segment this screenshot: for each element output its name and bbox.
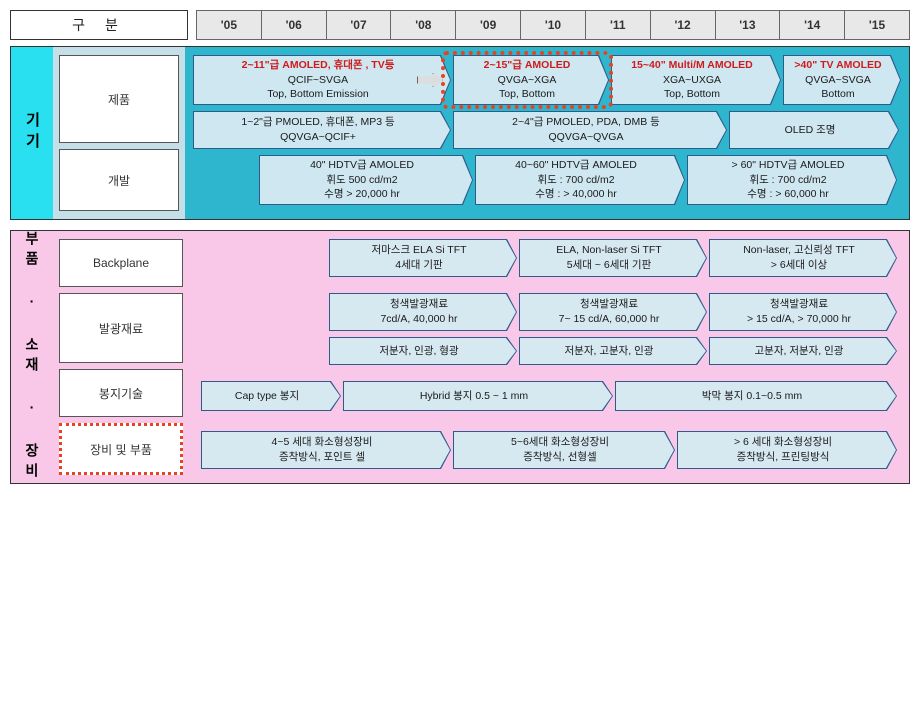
sub-box-product: 제품 — [59, 55, 179, 143]
roadmap-stage: 고분자, 저분자, 인광 — [709, 337, 897, 365]
roadmap-stage: 박막 봉지 0.1~0.5 mm — [615, 381, 897, 411]
giji-row3: 40" HDTV급 AMOLED휘도 500 cd/m2수명 > 20,000 … — [193, 155, 903, 205]
parts-row-equip: 4~5 세대 화소형성장비증착방식, 포인트 셀5~6세대 화소형성장비증착방식… — [197, 431, 903, 469]
parts-row-emit2: 저분자, 인광, 형광저분자, 고분자, 인광고분자, 저분자, 인광 — [197, 337, 903, 365]
roadmap-stage: 저분자, 고분자, 인광 — [519, 337, 707, 365]
section-giji: 기기 제품 개발 2~11"급 AMOLED, 휴대폰 , TV등QCIF~SV… — [10, 46, 910, 220]
year-cell: '08 — [390, 10, 455, 40]
arrow-icon — [417, 73, 443, 87]
year-cell: '07 — [326, 10, 391, 40]
section-parts: 부품 · 소재 · 장비 Backplane 발광재료 봉지기술 장비 및 부품… — [10, 230, 910, 484]
year-header: '05'06'07'08'09'10'11'12'13'14'15 — [196, 10, 910, 40]
parts-row-emit1: 청색발광재료7cd/A, 40,000 hr청색발광재료7~ 15 cd/A, … — [197, 293, 903, 331]
roadmap-stage: 2~15"급 AMOLEDQVGA~XGATop, Bottom — [453, 55, 609, 105]
sub-box-equip: 장비 및 부품 — [59, 423, 183, 475]
roadmap-stage: 저마스크 ELA Si TFT4세대 기판 — [329, 239, 517, 277]
roadmap-stage: >40" TV AMOLEDQVGA~SVGABottom — [783, 55, 901, 105]
roadmap-stage: ELA, Non-laser Si TFT5세대 ~ 6세대 기판 — [519, 239, 707, 277]
roadmap-stage: Cap type 봉지 — [201, 381, 341, 411]
parts-row-backplane: 저마스크 ELA Si TFT4세대 기판ELA, Non-laser Si T… — [197, 239, 903, 277]
year-cell: '15 — [844, 10, 910, 40]
parts-body: 저마스크 ELA Si TFT4세대 기판ELA, Non-laser Si T… — [189, 231, 909, 483]
roadmap-stage: Hybrid 봉지 0.5 ~ 1 mm — [343, 381, 613, 411]
roadmap-stage: 청색발광재료7~ 15 cd/A, 60,000 hr — [519, 293, 707, 331]
giji-body: 2~11"급 AMOLED, 휴대폰 , TV등QCIF~SVGATop, Bo… — [185, 47, 909, 219]
year-cell: '11 — [585, 10, 650, 40]
roadmap-stage: 2~11"급 AMOLED, 휴대폰 , TV등QCIF~SVGATop, Bo… — [193, 55, 451, 105]
header-row: 구 분 '05'06'07'08'09'10'11'12'13'14'15 — [10, 10, 910, 40]
year-cell: '12 — [650, 10, 715, 40]
giji-row2: 1~2"급 PMOLED, 휴대폰, MP3 등QQVGA~QCIF+2~4"급… — [193, 111, 903, 149]
sub-box-backplane: Backplane — [59, 239, 183, 287]
roadmap-stage: 4~5 세대 화소형성장비증착방식, 포인트 셀 — [201, 431, 451, 469]
section-label-parts: 부품 · 소재 · 장비 — [11, 231, 53, 483]
roadmap-diagram: 구 분 '05'06'07'08'09'10'11'12'13'14'15 기기… — [10, 10, 910, 484]
roadmap-stage: Non-laser, 고신뢰성 TFT> 6세대 이상 — [709, 239, 897, 277]
roadmap-stage: 2~4"급 PMOLED, PDA, DMB 등QQVGA~QVGA — [453, 111, 727, 149]
year-cell: '09 — [455, 10, 520, 40]
sub-box-encap: 봉지기술 — [59, 369, 183, 417]
roadmap-stage: OLED 조명 — [729, 111, 899, 149]
year-cell: '10 — [520, 10, 585, 40]
roadmap-stage: 1~2"급 PMOLED, 휴대폰, MP3 등QQVGA~QCIF+ — [193, 111, 451, 149]
year-cell: '14 — [779, 10, 844, 40]
year-cell: '13 — [715, 10, 780, 40]
roadmap-stage: 5~6세대 화소형성장비증착방식, 선형셀 — [453, 431, 675, 469]
sub-box-dev: 개발 — [59, 149, 179, 211]
giji-subcol: 제품 개발 — [53, 47, 185, 219]
roadmap-stage: > 60" HDTV급 AMOLED휘도 : 700 cd/m2수명 : > 6… — [687, 155, 897, 205]
sub-box-emit: 발광재료 — [59, 293, 183, 364]
roadmap-stage: > 6 세대 화소형성장비증착방식, 프린팅방식 — [677, 431, 897, 469]
parts-subcol: Backplane 발광재료 봉지기술 장비 및 부품 — [53, 231, 189, 483]
roadmap-stage: 15~40" Multi/M AMOLEDXGA~UXGATop, Bottom — [611, 55, 781, 105]
giji-row1: 2~11"급 AMOLED, 휴대폰 , TV등QCIF~SVGATop, Bo… — [193, 55, 903, 105]
section-label-giji: 기기 — [11, 47, 53, 219]
roadmap-stage: 40" HDTV급 AMOLED휘도 500 cd/m2수명 > 20,000 … — [259, 155, 473, 205]
year-cell: '06 — [261, 10, 326, 40]
roadmap-stage: 청색발광재료> 15 cd/A, > 70,000 hr — [709, 293, 897, 331]
parts-row-encap: Cap type 봉지Hybrid 봉지 0.5 ~ 1 mm박막 봉지 0.1… — [197, 381, 903, 411]
roadmap-stage: 40~60" HDTV급 AMOLED휘도 : 700 cd/m2수명 : > … — [475, 155, 685, 205]
category-header: 구 분 — [10, 10, 188, 40]
roadmap-stage: 청색발광재료7cd/A, 40,000 hr — [329, 293, 517, 331]
roadmap-stage: 저분자, 인광, 형광 — [329, 337, 517, 365]
year-cell: '05 — [196, 10, 261, 40]
